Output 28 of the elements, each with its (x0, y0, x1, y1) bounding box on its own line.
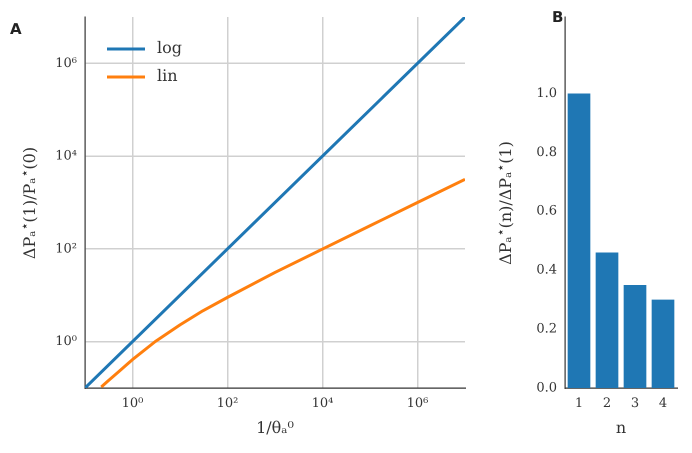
y-tick-label: 10⁴ (55, 148, 77, 164)
y-tick-label: 10⁶ (55, 56, 77, 71)
x-tick-label: 10⁶ (406, 396, 428, 412)
x-tick-label: 4 (658, 396, 668, 412)
y-tick-label: 10² (55, 241, 77, 256)
bar (652, 300, 674, 388)
bar (596, 252, 618, 388)
x-tick-label: 2 (602, 396, 612, 412)
bar (624, 284, 646, 388)
x-axis-title: 1/θₐ⁰ (256, 418, 294, 437)
x-tick-label: 10⁴ (312, 396, 334, 412)
y-tick-label: 0.4 (536, 262, 557, 278)
chart-title: A (10, 20, 22, 38)
y-tick-label: 0.6 (536, 204, 557, 219)
legend-label: lin (157, 66, 178, 86)
y-tick-label: 0.0 (536, 380, 557, 396)
y-tick-label: 0.8 (536, 144, 557, 160)
y-tick-label: 1.0 (536, 86, 557, 101)
x-tick-label: 1 (574, 396, 584, 412)
y-tick-label: 0.2 (536, 321, 557, 336)
bar (568, 94, 590, 388)
legend-label: log (157, 38, 182, 58)
x-tick-label: 3 (630, 396, 640, 412)
x-axis-title: n (616, 418, 626, 437)
y-tick-label: 10⁰ (55, 334, 77, 349)
x-tick-label: 10² (216, 396, 238, 412)
chart-title: B (552, 8, 564, 26)
x-tick-label: 10⁰ (122, 396, 144, 412)
